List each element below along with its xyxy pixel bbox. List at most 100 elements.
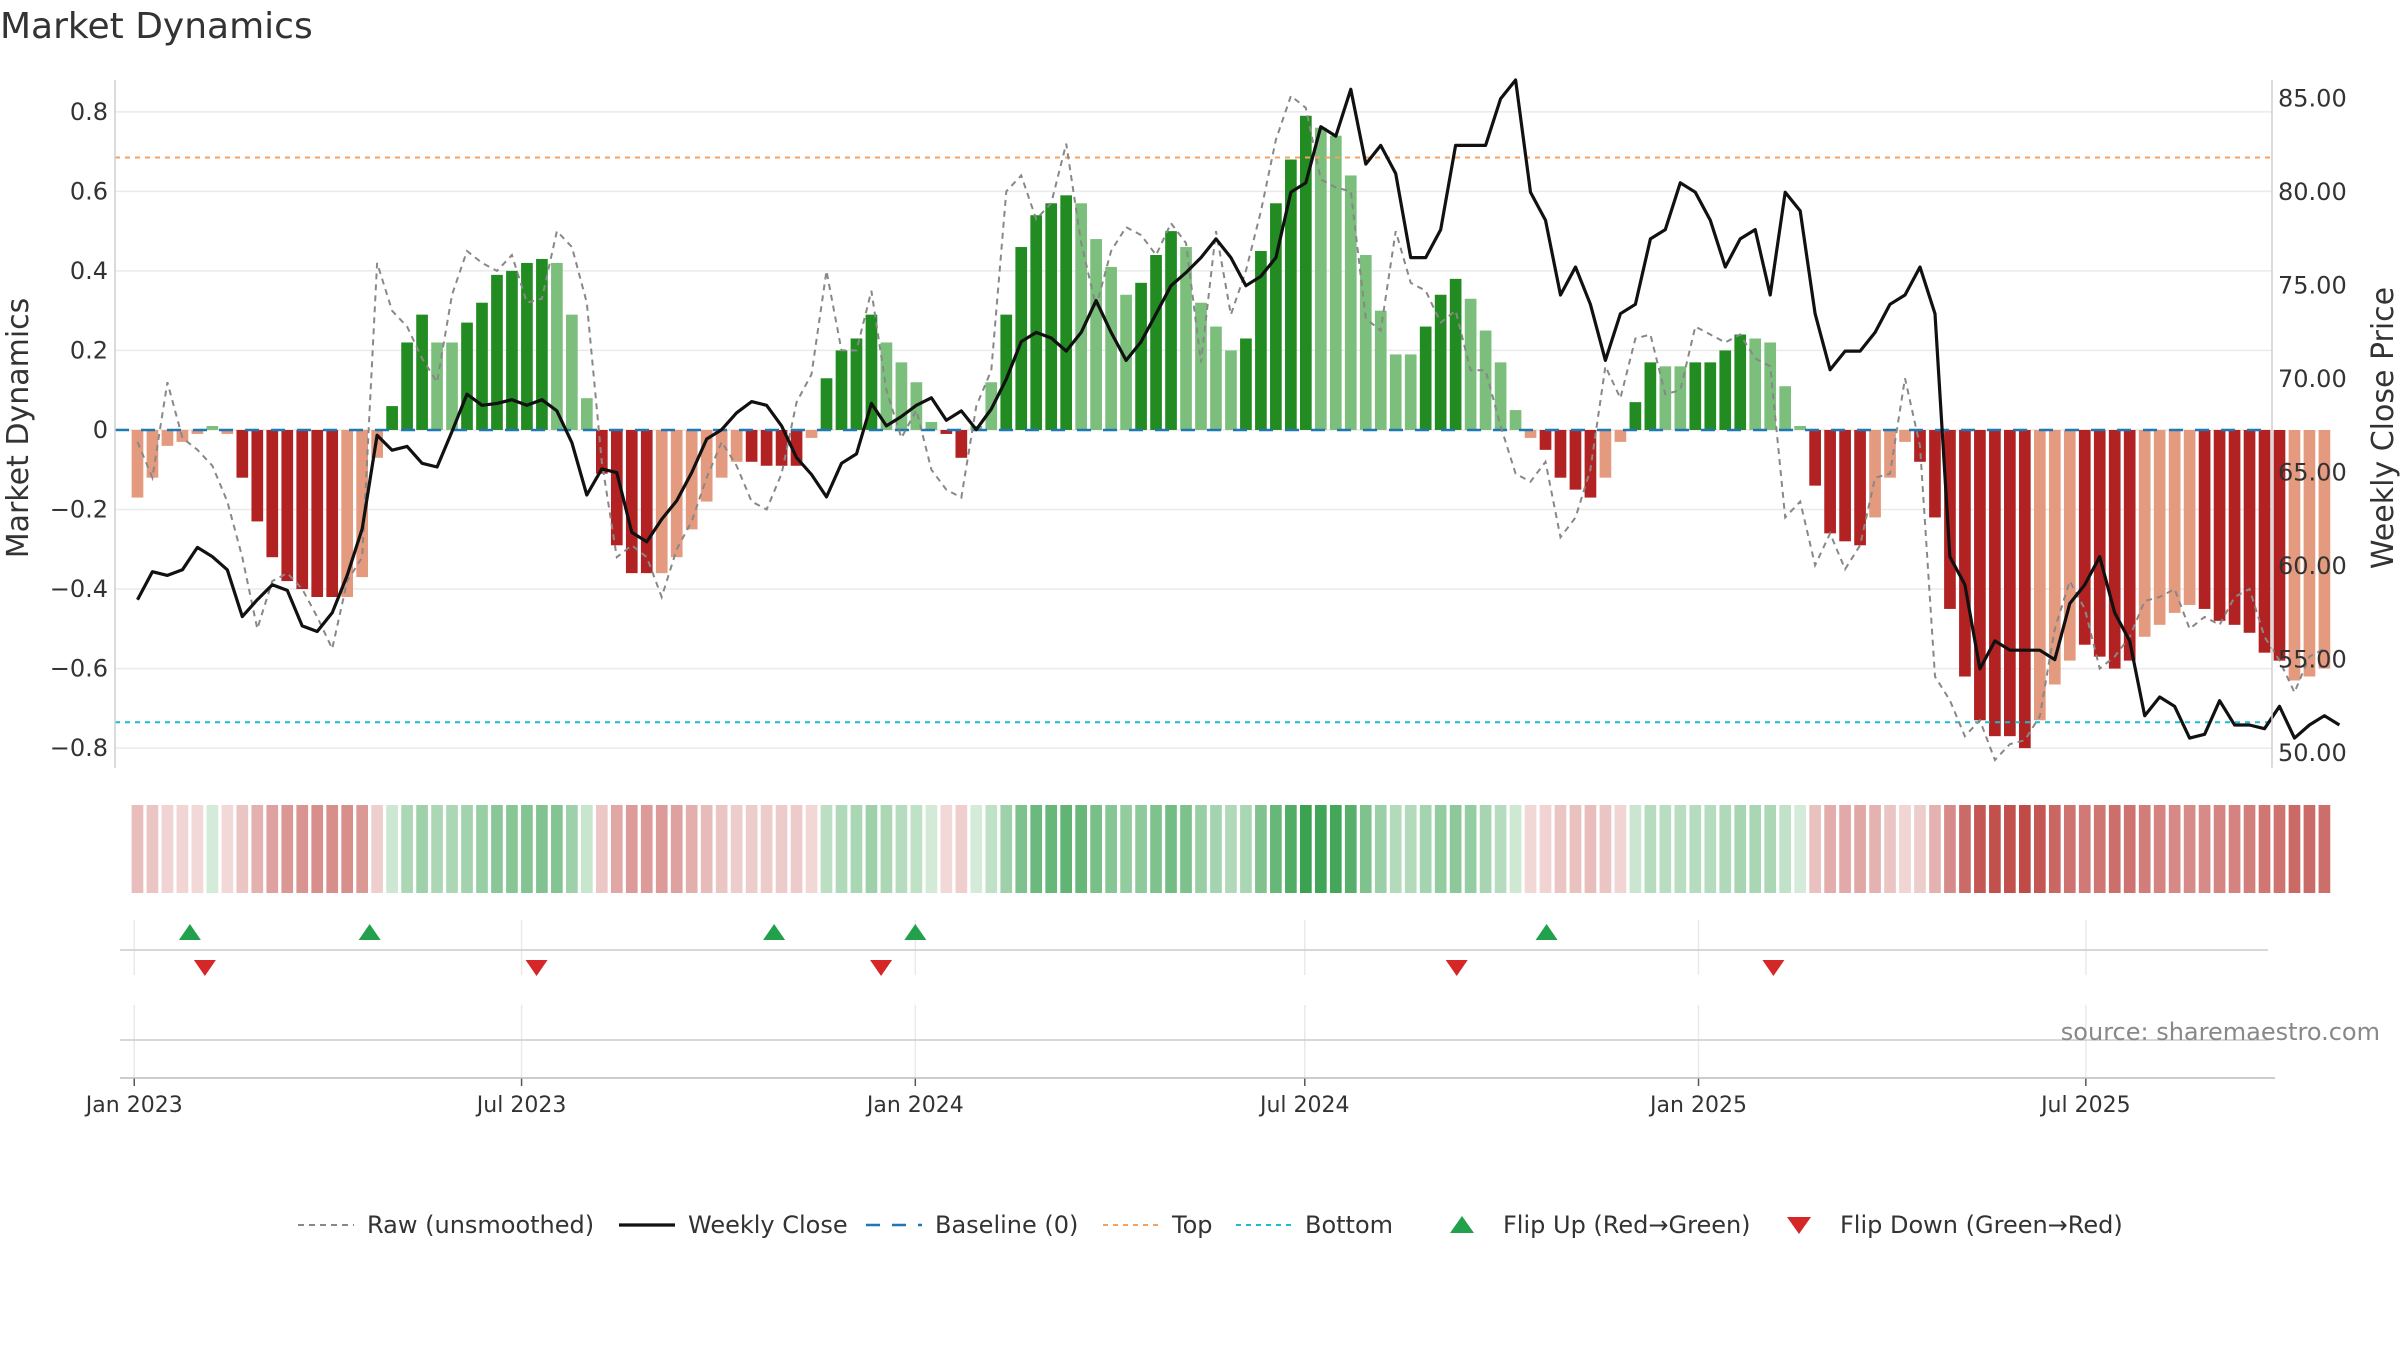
heat-cell <box>2033 805 2046 893</box>
dynamics-bar <box>1974 429 1986 721</box>
heat-cell <box>311 805 324 893</box>
legend-label: Raw (unsmoothed) <box>367 1211 594 1239</box>
dynamics-bar <box>191 429 204 434</box>
heat-cell <box>386 805 398 893</box>
dynamics-bar <box>2108 429 2121 669</box>
dynamics-bar <box>1869 429 1881 518</box>
heat-cell <box>566 805 578 893</box>
heat-cell <box>2123 805 2136 893</box>
heat-cell <box>1329 805 1342 893</box>
dynamics-bar <box>1689 362 1702 430</box>
dynamics-bar <box>1749 338 1762 430</box>
heat-cell <box>1255 805 1267 893</box>
heat-cell <box>655 805 668 893</box>
y-left-tick-label: 0 <box>93 416 108 444</box>
heat-cell <box>146 805 159 893</box>
heat-cell <box>2288 805 2301 893</box>
dynamics-bar <box>1899 429 1911 442</box>
heat-cell <box>1599 805 1612 893</box>
heat-cell <box>521 805 533 893</box>
y-axis-left-label: Market Dynamics <box>1 298 36 559</box>
legend-flipdown-swatch <box>1787 1217 1811 1234</box>
dynamics-bar <box>745 429 758 462</box>
dynamics-bar <box>1464 298 1477 430</box>
dynamics-bar <box>1644 362 1657 430</box>
heat-cell <box>1944 805 1956 893</box>
legend-label: Top <box>1171 1211 1213 1239</box>
x-tick-label: Jul 2024 <box>1258 1093 1350 1118</box>
dynamics-bar <box>2093 429 2106 657</box>
heat-cell <box>551 805 563 893</box>
flip-up-marker <box>904 924 927 940</box>
heat-cell <box>1884 805 1896 893</box>
heat-cell <box>401 805 413 893</box>
heat-cell <box>805 805 818 893</box>
dynamics-bar <box>865 314 878 430</box>
dynamics-bar <box>655 429 668 574</box>
heat-cell <box>2153 805 2166 893</box>
heat-cell <box>1779 805 1792 893</box>
dynamics-bar <box>2168 429 2181 613</box>
dynamics-bar <box>1000 314 1013 430</box>
legend-label: Baseline (0) <box>935 1211 1078 1239</box>
dynamics-bar <box>685 429 698 530</box>
heat-cell <box>221 805 234 893</box>
dynamics-bar <box>2123 429 2136 661</box>
dynamics-bar <box>1779 386 1792 430</box>
heat-cell <box>970 805 983 893</box>
dynamics-bar <box>1839 429 1851 542</box>
heat-cell <box>610 805 623 893</box>
heat-cell <box>640 805 653 893</box>
dynamics-bar <box>1075 203 1087 430</box>
dynamics-bar <box>1359 254 1372 430</box>
y-left-tick-label: −0.6 <box>50 655 108 683</box>
heat-cell <box>1839 805 1851 893</box>
dynamics-bar <box>1210 326 1222 430</box>
heat-cell <box>1015 805 1028 893</box>
heat-cell <box>1464 805 1477 893</box>
heat-cell <box>131 805 144 893</box>
dynamics-bar <box>640 429 653 574</box>
dynamics-bar <box>1809 429 1821 486</box>
dynamics-bar <box>581 398 593 430</box>
dynamics-bar <box>206 425 219 430</box>
dynamics-bar <box>551 262 563 430</box>
heat-cell <box>536 805 548 893</box>
heat-cell <box>491 805 503 893</box>
y-left-tick-label: 0.2 <box>70 336 108 364</box>
heat-cell <box>1719 805 1732 893</box>
heat-cell <box>1899 805 1911 893</box>
dynamics-bar <box>850 338 863 430</box>
dynamics-bar <box>2243 429 2256 633</box>
heat-cell <box>416 805 428 893</box>
heat-cell <box>1959 805 1971 893</box>
dynamics-bar <box>1509 410 1522 430</box>
heat-cell <box>1809 805 1821 893</box>
heat-cell <box>700 805 713 893</box>
flip-down-marker <box>1762 960 1785 976</box>
dynamics-bar <box>610 429 623 546</box>
heat-cell <box>985 805 998 893</box>
dynamics-bar <box>1734 334 1747 430</box>
heat-cell <box>1794 805 1806 893</box>
heat-cell <box>1524 805 1537 893</box>
flip-down-marker <box>1445 960 1468 976</box>
heat-cell <box>446 805 458 893</box>
y-right-tick-label: 60.00 <box>2278 552 2347 580</box>
dynamics-bar <box>1854 429 1866 546</box>
dynamics-bar <box>1045 203 1058 430</box>
heat-cell <box>281 805 294 893</box>
legend: Raw (unsmoothed) Weekly Close Baseline (0)… <box>298 1211 2123 1239</box>
heat-cell <box>1659 805 1672 893</box>
dynamics-bar <box>2318 429 2331 669</box>
heat-cell <box>1734 805 1747 893</box>
heat-cell <box>1300 805 1312 893</box>
dynamics-bar <box>1524 429 1537 438</box>
dynamics-bar <box>1629 402 1642 430</box>
dynamics-bar <box>1494 362 1507 430</box>
dynamics-bar <box>925 422 938 430</box>
heat-cell <box>1914 805 1926 893</box>
flip-down-marker <box>193 960 216 976</box>
heat-cell <box>2318 805 2331 893</box>
dynamics-bar <box>251 429 264 522</box>
